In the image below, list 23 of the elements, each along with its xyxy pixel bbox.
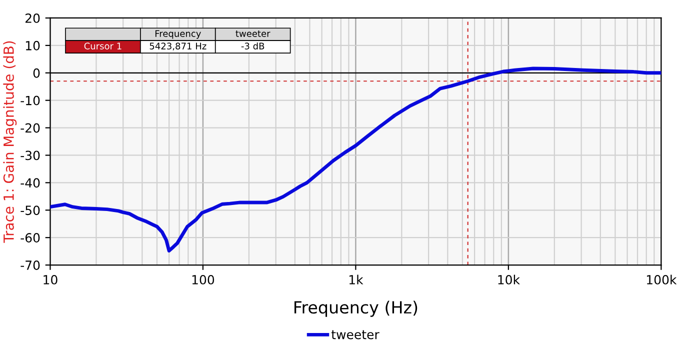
y-tick-label: -70 <box>20 260 40 270</box>
y-tick-label: -30 <box>20 150 40 160</box>
x-tick-label: 100k <box>646 274 677 284</box>
y-tick-label: -50 <box>20 206 40 216</box>
x-tick-label: 10 <box>44 274 58 284</box>
y-tick-label: 10 <box>26 40 40 50</box>
x-tick-label: 100 <box>192 274 214 284</box>
annotation: Cursor 1 <box>84 42 122 50</box>
annotation: tweeter <box>236 30 270 37</box>
annotation: -3 dB <box>241 42 264 50</box>
legend-label: tweeter <box>331 330 380 340</box>
y-tick-label: -20 <box>20 123 40 133</box>
annotation: 5423,871 Hz <box>150 42 206 50</box>
x-axis-title: Frequency (Hz) <box>294 300 418 317</box>
x-tick-label: 1k <box>349 274 364 284</box>
y-axis-title: Trace 1: Gain Magnitude (dB) <box>3 41 17 243</box>
y-tick-label: -10 <box>20 96 40 106</box>
y-tick-label: 0 <box>33 68 40 78</box>
annotation: Frequency <box>155 30 201 39</box>
x-tick-label: 10k <box>498 274 520 284</box>
y-tick-label: -40 <box>20 178 40 188</box>
y-tick-label: 20 <box>26 13 40 23</box>
y-tick-label: -60 <box>20 233 40 243</box>
